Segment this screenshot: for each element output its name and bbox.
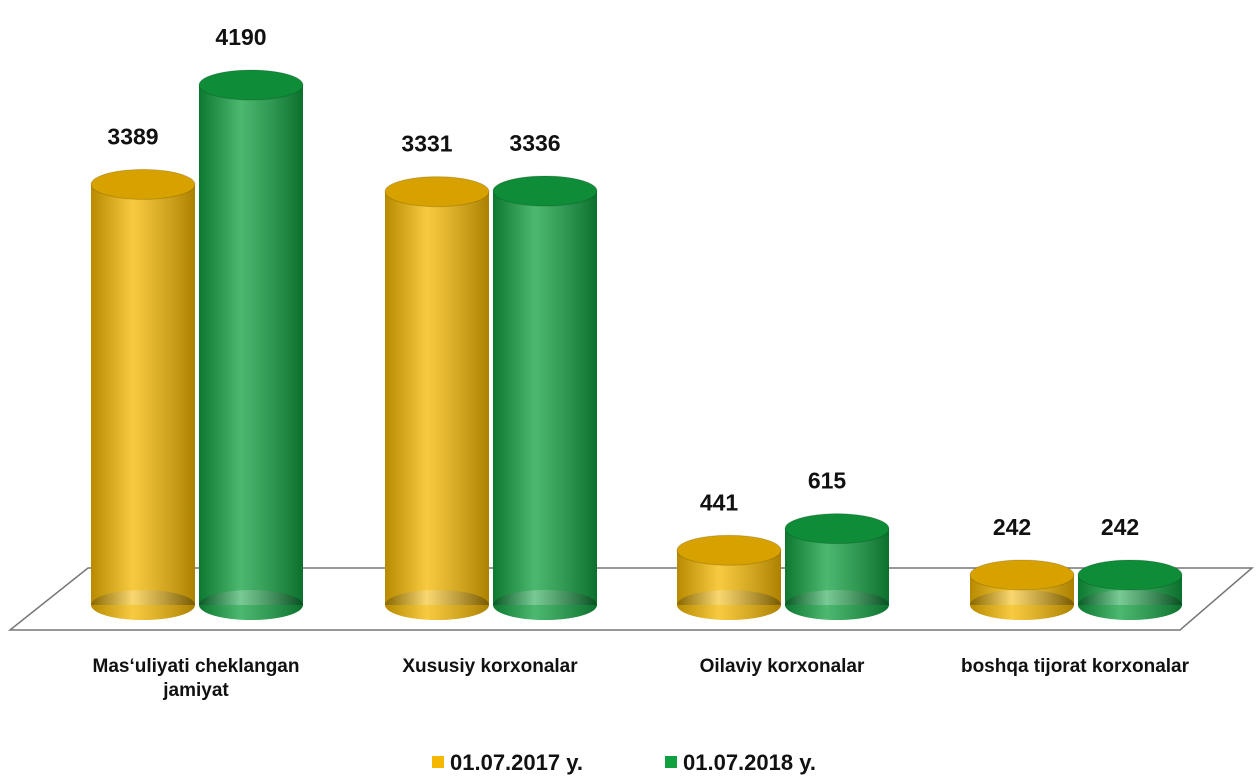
legend-label: 01.07.2017 y. xyxy=(450,750,583,775)
cylinder-bottom-shade xyxy=(199,590,303,620)
cylinder-shade xyxy=(199,85,303,605)
legend-entry: 01.07.2017 y. xyxy=(432,750,583,776)
value-label: 4190 xyxy=(215,24,266,50)
cylinder xyxy=(492,175,598,620)
cylinder-bottom-shade xyxy=(1078,590,1182,620)
cylinder-bottom-shade xyxy=(677,590,781,620)
cylinder-top-shade xyxy=(970,559,1074,590)
legend-label: 01.07.2018 y. xyxy=(683,750,816,775)
value-label: 615 xyxy=(808,468,847,494)
x-tick-label: Xususiy korxonalar xyxy=(402,656,578,677)
x-tick-label: Oilaviy korxonalar xyxy=(699,656,865,677)
cylinder-top-shade xyxy=(493,175,597,206)
legend-swatch xyxy=(665,756,677,768)
cylinder-top xyxy=(90,168,196,200)
value-label: 242 xyxy=(1101,514,1139,540)
cylinder-top xyxy=(1077,559,1183,591)
cylinder-top-shade xyxy=(677,535,781,566)
cylinder-top-shade xyxy=(1078,559,1182,590)
value-label: 3336 xyxy=(509,130,560,156)
cylinder xyxy=(969,559,1075,620)
cylinder-bottom-shade xyxy=(970,590,1074,620)
cylinder-top xyxy=(384,176,490,208)
value-label: 242 xyxy=(993,514,1031,540)
cylinder-top-shade xyxy=(91,169,195,200)
cylinder-top xyxy=(198,69,304,101)
cylinder xyxy=(1077,559,1183,620)
value-label: 441 xyxy=(700,489,739,515)
legend-swatch xyxy=(432,756,444,768)
cylinder-top xyxy=(676,534,782,566)
cylinder xyxy=(384,176,490,620)
cylinder-shade xyxy=(493,190,597,605)
cylinder-top xyxy=(784,513,890,545)
cylinder-bottom-shade xyxy=(91,590,195,620)
floor xyxy=(7,567,1255,631)
cylinder-top-shade xyxy=(785,513,889,544)
cylinder-top-shade xyxy=(385,176,489,207)
cylinder-top xyxy=(969,559,1075,591)
cylinder-bottom-shade xyxy=(385,590,489,620)
cylinder xyxy=(198,69,304,620)
cylinder-shade xyxy=(91,184,195,605)
cylinder-bottom-shade xyxy=(785,590,889,620)
x-tick-label: boshqa tijorat korxonalar xyxy=(960,656,1190,677)
legend-entry: 01.07.2018 y. xyxy=(665,750,816,776)
value-label: 3331 xyxy=(401,131,452,157)
cylinder xyxy=(784,513,890,620)
cylinder-top xyxy=(492,175,598,207)
cylinder-top-shade xyxy=(199,70,303,100)
value-label: 3389 xyxy=(107,123,158,149)
cylinder xyxy=(90,168,196,620)
x-tick-label: Mas‘uliyati cheklangan jamiyat xyxy=(92,656,300,701)
cylinder-shade xyxy=(385,191,489,605)
cylinder-bottom-shade xyxy=(493,590,597,620)
cylinder xyxy=(676,534,782,620)
